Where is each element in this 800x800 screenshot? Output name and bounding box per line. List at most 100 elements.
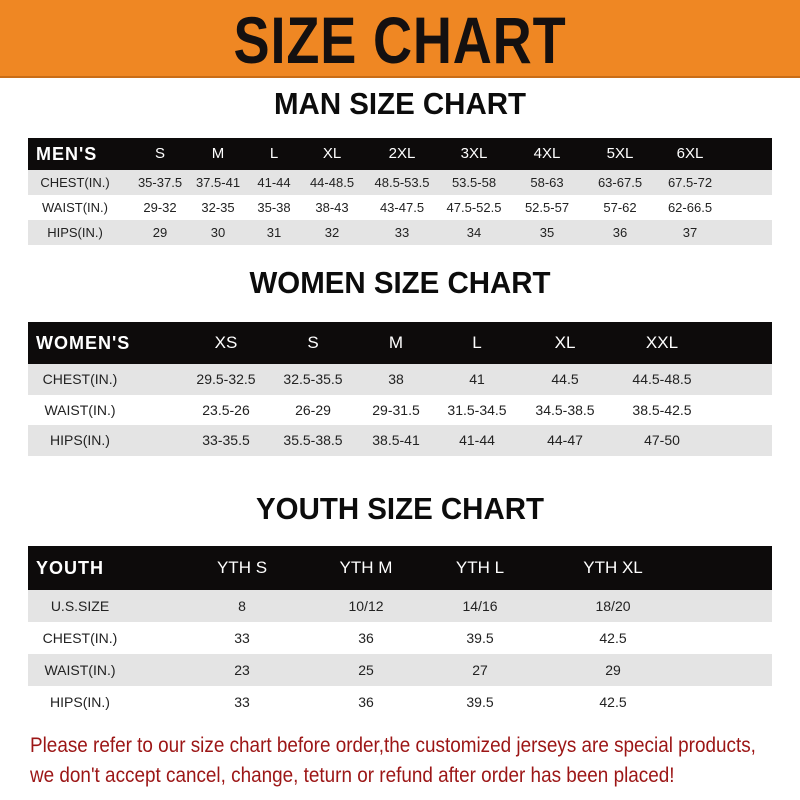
table-cell: 44-48.5 <box>309 175 355 190</box>
size-column-header: L <box>472 333 482 352</box>
youth-section-title: YOUTH SIZE CHART <box>256 491 544 526</box>
table-cell: 30 <box>210 225 226 240</box>
table-cell: 34 <box>466 225 482 240</box>
table-cell: 39.5 <box>466 630 494 646</box>
table-cell: 29-32 <box>143 200 177 215</box>
table-header-row: YOUTH YTH S YTH M YTH L YTH XL <box>28 546 772 590</box>
table-cell: 67.5-72 <box>667 175 713 190</box>
table-cell: 29 <box>605 662 621 678</box>
table-cell: 44.5 <box>551 371 579 387</box>
table-cell: 35-37.5 <box>137 175 183 190</box>
page-title: SIZE CHART <box>233 3 567 77</box>
row-label: WAIST(IN.) <box>44 662 116 678</box>
table-cell: 32 <box>324 225 340 240</box>
size-column-header: YTH XL <box>583 558 643 577</box>
table-cell: 33 <box>394 225 410 240</box>
table-row: HIPS(IN.) 29 30 31 32 33 34 35 36 37 <box>28 220 772 245</box>
row-label: CHEST(IN.) <box>42 371 118 387</box>
table-cell: 23 <box>234 662 250 678</box>
table-header-row: MEN'S S M L XL 2XL 3XL 4XL 5XL 6XL <box>28 138 772 170</box>
men-section-title: MAN SIZE CHART <box>274 86 526 121</box>
table-cell: 39.5 <box>466 694 494 710</box>
size-column-header: 6XL <box>676 145 704 162</box>
table-cell: 32.5-35.5 <box>283 371 343 387</box>
row-label: CHEST(IN.) <box>42 630 118 646</box>
table-cell: 41-44 <box>257 175 291 190</box>
size-column-header: S <box>154 145 166 162</box>
table-cell: 38.5-42.5 <box>632 401 692 418</box>
table-row: HIPS(IN.) 33-35.5 35.5-38.5 38.5-41 41-44 44-… <box>28 425 772 456</box>
table-cell: 33 <box>234 630 250 646</box>
row-label: CHEST(IN.) <box>40 175 110 190</box>
table-cell: 35-38 <box>257 200 291 215</box>
table-cell: 44-47 <box>547 432 583 448</box>
table-row: WAIST(IN.) 23 25 27 29 <box>28 654 772 686</box>
order-notice-line-2: we don't accept cancel, change, teturn o… <box>30 764 675 787</box>
table-cell: 42.5 <box>599 694 627 710</box>
table-cell: 27 <box>472 662 488 678</box>
size-column-header: 2XL <box>388 145 416 162</box>
table-cell: 26-29 <box>295 401 331 418</box>
table-cell: 35 <box>539 225 555 240</box>
size-column-header: M <box>211 145 225 162</box>
table-cell: 31.5-34.5 <box>447 401 507 418</box>
row-label: U.S.SIZE <box>50 598 110 614</box>
table-row: CHEST(IN.) 35-37.5 37.5-41 41-44 44-48.5 48.5… <box>28 170 772 195</box>
table-cell: 29-31.5 <box>372 401 420 418</box>
table-cell: 43-47.5 <box>379 200 425 215</box>
size-column-header: 4XL <box>533 145 561 162</box>
size-column-header: 5XL <box>606 145 634 162</box>
table-cell: 33-35.5 <box>202 432 250 448</box>
table-cell: 41 <box>469 371 485 387</box>
table-cell: 38.5-41 <box>372 432 420 448</box>
row-label: WAIST(IN.) <box>44 401 116 418</box>
table-cell: 62-66.5 <box>667 200 713 215</box>
table-cell: 58-63 <box>530 175 564 190</box>
women-section-title: WOMEN SIZE CHART <box>249 265 551 300</box>
table-cell: 38-43 <box>315 200 349 215</box>
table-cell: 52.5-57 <box>524 200 570 215</box>
table-cell: 23.5-26 <box>202 401 250 418</box>
table-cell: 29 <box>152 225 168 240</box>
size-column-header: S <box>307 333 319 352</box>
size-column-header: XL <box>554 333 576 352</box>
table-header-row: WOMEN'S XS S M L XL XXL <box>28 322 772 364</box>
table-cell: 32-35 <box>201 200 235 215</box>
table-cell: 10/12 <box>348 598 384 614</box>
table-cell: 38 <box>388 371 404 387</box>
table-cell: 8 <box>238 598 246 614</box>
table-cell: 14/16 <box>462 598 498 614</box>
size-column-header: XXL <box>645 333 679 352</box>
size-column-header: L <box>269 145 279 162</box>
table-row: CHEST(IN.) 29.5-32.5 32.5-35.5 38 41 44.5 44.5… <box>28 364 772 395</box>
table-cell: 37 <box>682 225 698 240</box>
size-column-header: YTH L <box>455 558 505 577</box>
table-cell: 31 <box>266 225 282 240</box>
table-cell: 35.5-38.5 <box>283 432 343 448</box>
order-notice-line-1: Please refer to our size chart before or… <box>30 734 756 757</box>
table-cell: 53.5-58 <box>451 175 497 190</box>
table-cell: 47.5-52.5 <box>446 200 502 215</box>
size-column-header: M <box>388 333 404 352</box>
row-label: HIPS(IN.) <box>50 432 110 448</box>
table-cell: 44.5-48.5 <box>632 371 692 387</box>
table-cell: 47-50 <box>644 432 680 448</box>
size-column-header: XS <box>214 333 238 352</box>
size-column-header: YTH M <box>339 558 393 577</box>
table-cell: 36 <box>358 694 374 710</box>
table-cell: 41-44 <box>459 432 495 448</box>
table-row: HIPS(IN.) 33 36 39.5 42.5 <box>28 686 772 718</box>
table-cell: 34.5-38.5 <box>535 401 595 418</box>
table-row: WAIST(IN.) 23.5-26 26-29 29-31.5 31.5-34.5 34… <box>28 394 772 425</box>
table-cell: 25 <box>358 662 374 678</box>
table-cell: 37.5-41 <box>195 175 241 190</box>
row-label: HIPS(IN.) <box>50 694 110 710</box>
size-column-header: XL <box>322 145 342 162</box>
table-row: CHEST(IN.) 33 36 39.5 42.5 <box>28 622 772 654</box>
table-cell: 18/20 <box>595 598 631 614</box>
size-column-header: 3XL <box>460 145 488 162</box>
table-cell: 48.5-53.5 <box>374 175 430 190</box>
table-cell: 63-67.5 <box>597 175 643 190</box>
row-label: HIPS(IN.) <box>47 225 103 240</box>
table-cell: 36 <box>358 630 374 646</box>
